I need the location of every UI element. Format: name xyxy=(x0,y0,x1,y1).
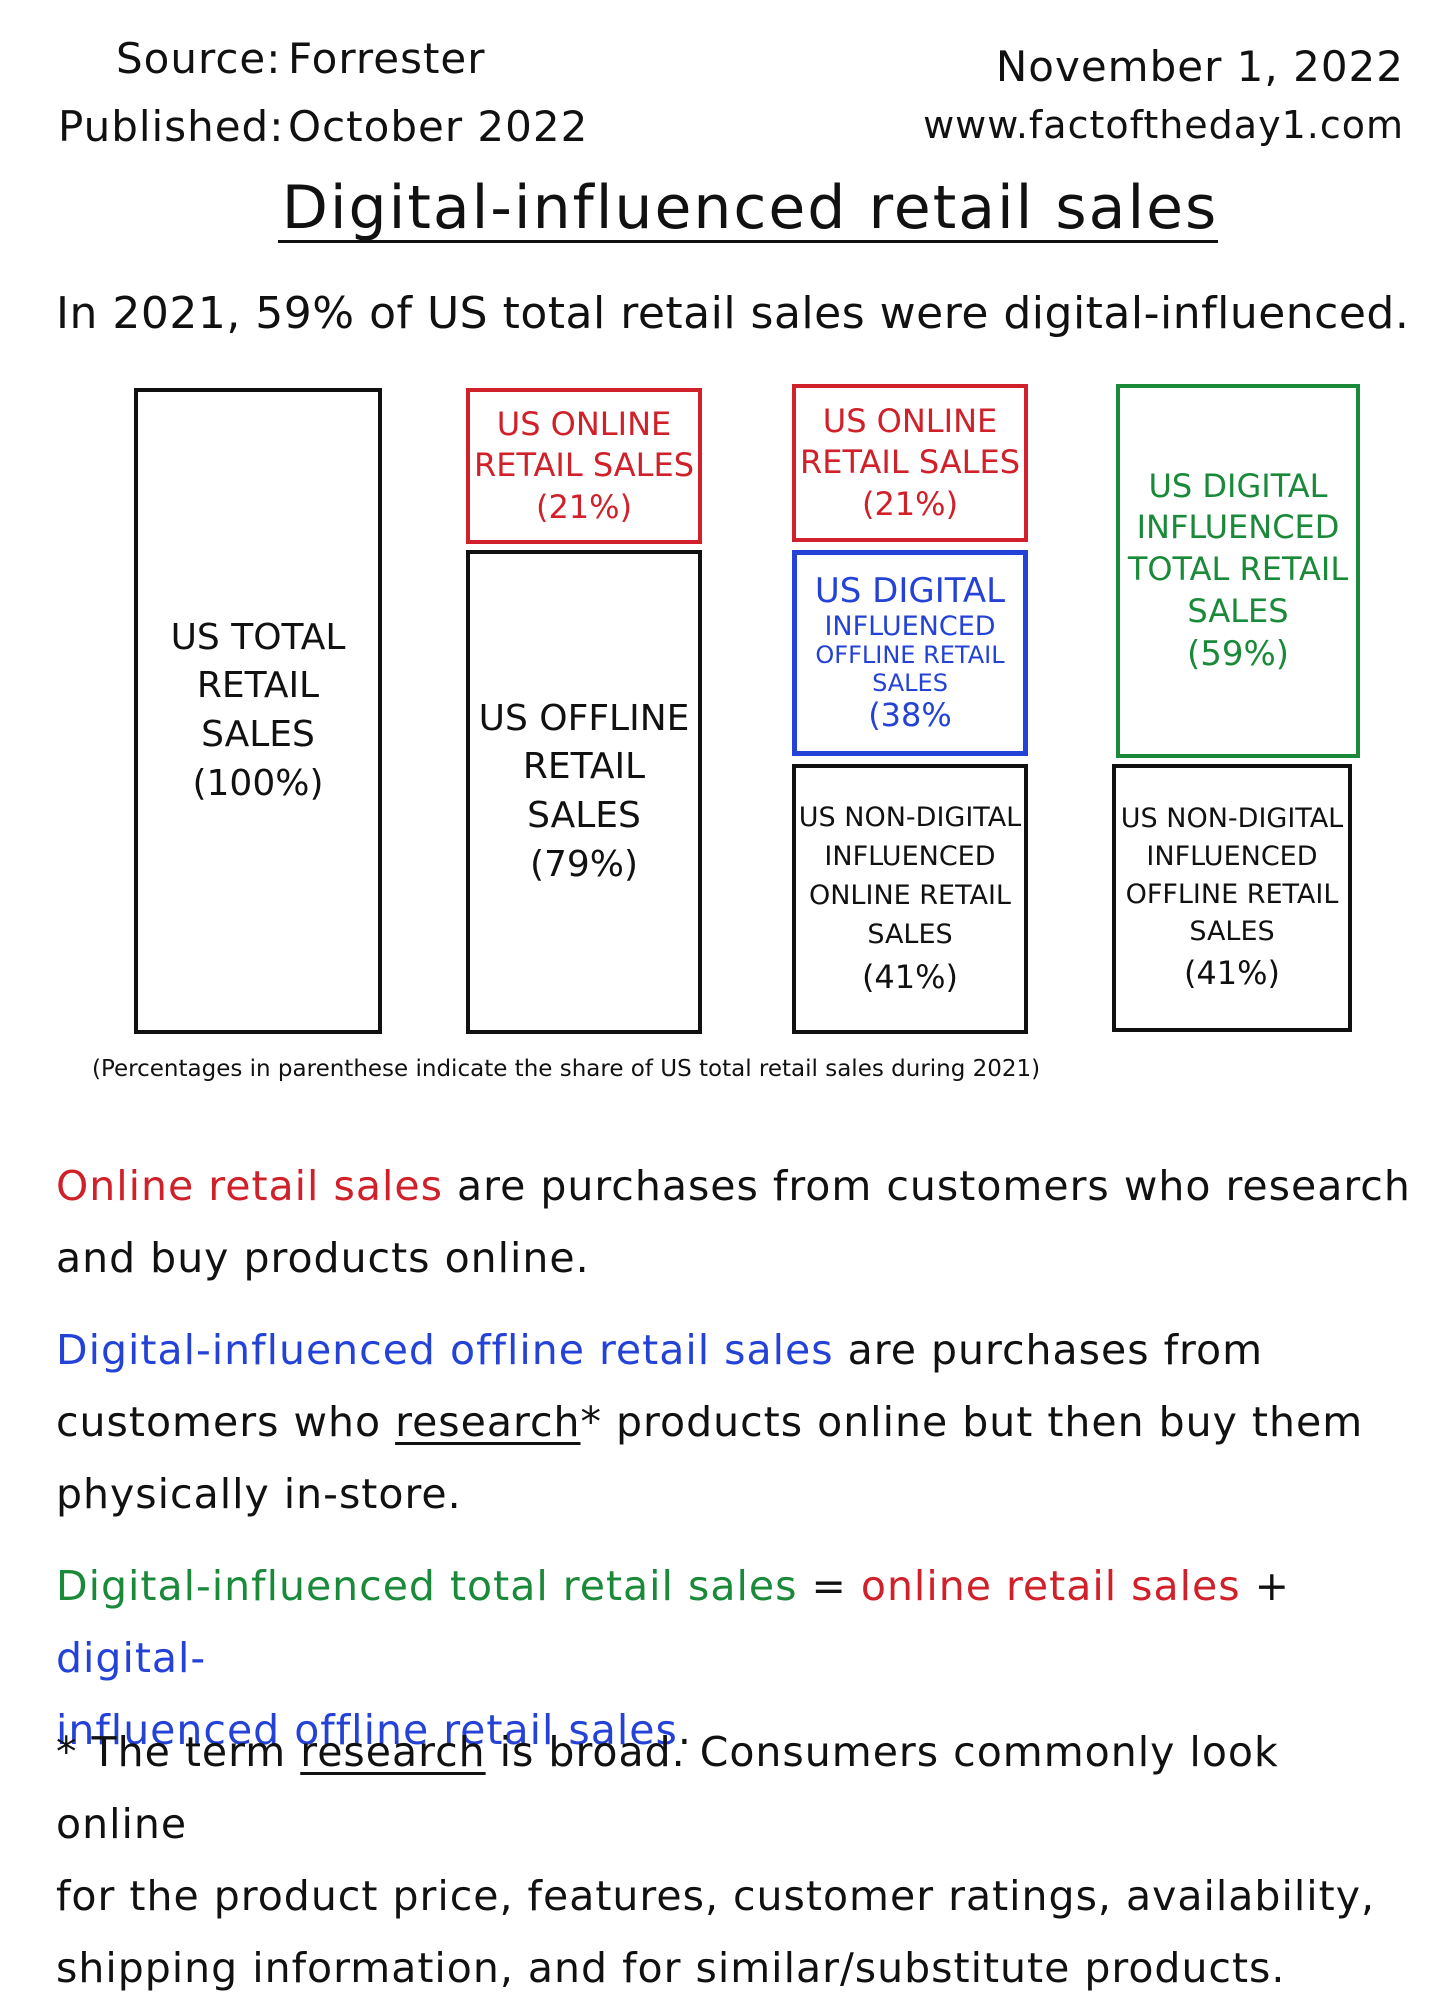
us-offline-retail-box: US OFFLINE RETAIL SALES (79%) xyxy=(466,550,702,1034)
box-pct: (41%) xyxy=(861,958,959,997)
box-line: INFLUENCED xyxy=(824,611,996,643)
us-online-retail-box-2: US ONLINE RETAIL SALES (21%) xyxy=(792,384,1028,542)
box-line: INFLUENCED xyxy=(1146,840,1318,872)
box-line: US ONLINE xyxy=(496,404,672,443)
box-line: TOTAL RETAIL xyxy=(1127,549,1349,588)
box-line: SALES xyxy=(867,918,953,950)
online-term: Online retail sales xyxy=(56,1162,443,1210)
footnote-text: is broad. Consumers commonly look online xyxy=(56,1728,1279,1848)
box-line: SALES xyxy=(1189,916,1275,948)
box-pct: (100%) xyxy=(192,762,324,804)
equation-period: . xyxy=(677,1706,692,1754)
box-pct: (38% xyxy=(868,696,952,735)
plus-sign: + xyxy=(1240,1562,1291,1610)
research-term: research xyxy=(395,1398,581,1446)
box-line: US ONLINE xyxy=(822,401,998,440)
box-line: US NON-DIGITAL xyxy=(1120,803,1344,834)
definition-text: * products online but then buy them xyxy=(580,1398,1364,1446)
title-underline xyxy=(278,240,1218,243)
box-line: RETAIL xyxy=(522,746,646,788)
box-pct: (59%) xyxy=(1186,634,1290,675)
digital-total-term: Digital-influenced total retail sales xyxy=(56,1562,798,1610)
digital-offline-definition: Digital-influenced offline retail sales … xyxy=(56,1314,1416,1530)
box-pct: (79%) xyxy=(529,843,639,885)
digital-offline-term-2a: digital- xyxy=(56,1634,207,1682)
publish-date: November 1, 2022 xyxy=(995,42,1404,91)
definition-text: are purchases from xyxy=(833,1326,1264,1374)
lead-sentence: In 2021, 59% of US total retail sales we… xyxy=(56,288,1410,339)
us-digital-influenced-total-box: US DIGITAL INFLUENCED TOTAL RETAIL SALES… xyxy=(1116,384,1360,758)
published-label: Published: xyxy=(58,102,285,151)
box-pct: (21%) xyxy=(861,484,959,523)
digital-offline-term: Digital-influenced offline retail sales xyxy=(56,1326,834,1374)
box-pct: (21%) xyxy=(535,487,633,526)
footnote-text: for the product price, features, custome… xyxy=(56,1872,1375,1920)
box-line: US NON-DIGITAL xyxy=(798,801,1022,833)
us-non-digital-online-box: US NON-DIGITAL INFLUENCED ONLINE RETAIL … xyxy=(792,764,1028,1034)
definition-text: physically in-store. xyxy=(56,1470,462,1518)
box-line: US OFFLINE xyxy=(478,697,690,739)
box-line: RETAIL xyxy=(196,665,320,707)
published-value: October 2022 xyxy=(288,102,589,151)
website-link[interactable]: www.factoftheday1.com xyxy=(923,103,1404,147)
box-line: US DIGITAL xyxy=(1148,466,1328,505)
us-digital-influenced-offline-box: US DIGITAL INFLUENCED OFFLINE RETAIL SAL… xyxy=(792,550,1028,756)
page-title: Digital-influenced retail sales xyxy=(281,173,1219,243)
online-definition: Online retail sales are purchases from c… xyxy=(56,1150,1416,1294)
us-online-retail-box: US ONLINE RETAIL SALES (21%) xyxy=(466,388,702,544)
us-non-digital-offline-box: US NON-DIGITAL INFLUENCED OFFLINE RETAIL… xyxy=(1112,764,1352,1032)
box-line: ONLINE RETAIL xyxy=(808,879,1011,911)
footnote-text: * The term xyxy=(56,1728,301,1776)
box-line: SALES xyxy=(872,668,948,697)
box-line: RETAIL SALES xyxy=(800,443,1020,482)
footnote: * The term research is broad. Consumers … xyxy=(56,1716,1416,2004)
us-total-retail-box: US TOTAL RETAIL SALES (100%) xyxy=(134,388,382,1034)
box-line: OFFLINE RETAIL xyxy=(1125,878,1339,910)
definition-text: and buy products online. xyxy=(56,1234,590,1282)
equals-sign: = xyxy=(797,1562,861,1610)
box-line: US DIGITAL xyxy=(814,570,1006,611)
box-line: OFFLINE RETAIL xyxy=(815,641,1005,670)
definition-text: customers who xyxy=(56,1398,396,1446)
box-line: SALES xyxy=(1187,591,1289,630)
online-term-2: online retail sales xyxy=(860,1562,1241,1610)
box-line: SALES xyxy=(527,795,641,836)
box-line: SALES xyxy=(201,714,315,755)
digital-offline-term-2b: influenced offline retail sales xyxy=(56,1706,678,1754)
box-pct: (41%) xyxy=(1183,954,1281,993)
footnote-text: shipping information, and for similar/su… xyxy=(56,1944,1286,1992)
source-value: Forrester xyxy=(288,34,486,83)
percentage-note: (Percentages in parenthese indicate the … xyxy=(92,1056,1041,1082)
source-label: Source: xyxy=(116,34,282,83)
box-line: INFLUENCED xyxy=(1136,508,1340,547)
box-line: INFLUENCED xyxy=(824,840,996,872)
equation: Digital-influenced total retail sales = … xyxy=(56,1550,1416,1766)
definition-text: are purchases from customers who researc… xyxy=(442,1162,1411,1210)
research-term-2: research xyxy=(300,1728,486,1776)
box-line: RETAIL SALES xyxy=(474,446,694,485)
box-line: US TOTAL xyxy=(170,616,346,658)
